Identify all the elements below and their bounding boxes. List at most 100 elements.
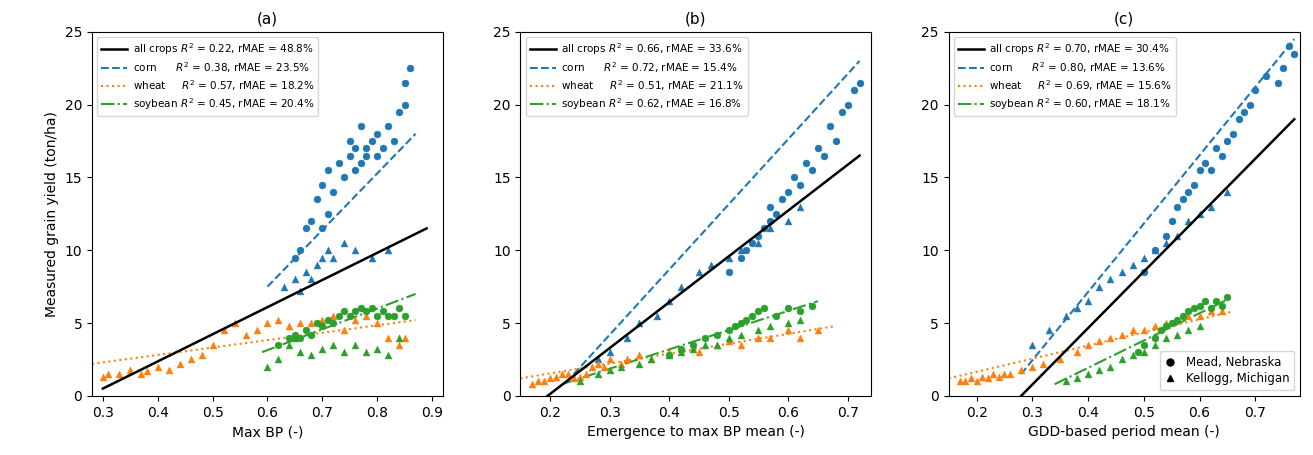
Point — [611, 360, 632, 368]
Point — [323, 341, 344, 349]
Point — [268, 356, 289, 363]
Point — [1167, 232, 1188, 239]
Point — [1128, 349, 1149, 356]
Point — [706, 341, 727, 349]
X-axis label: GDD-based period mean (-): GDD-based period mean (-) — [1028, 425, 1220, 439]
Point — [278, 334, 299, 341]
Point — [558, 370, 579, 378]
Point — [1123, 351, 1144, 359]
Point — [1133, 327, 1154, 334]
Point — [389, 108, 410, 116]
Point — [730, 341, 751, 349]
Point — [246, 327, 267, 334]
Point — [843, 86, 864, 94]
Point — [290, 247, 311, 254]
Point — [290, 334, 311, 341]
Point — [977, 375, 998, 382]
Point — [1167, 317, 1188, 324]
Point — [290, 349, 311, 356]
Point — [312, 317, 334, 324]
Point — [1123, 327, 1144, 334]
Point — [366, 319, 387, 327]
Point — [641, 356, 662, 363]
Point — [1088, 283, 1109, 290]
Point — [1239, 101, 1260, 108]
Point — [587, 370, 608, 378]
Point — [1022, 341, 1043, 349]
Title: (b): (b) — [685, 11, 706, 26]
Point — [312, 254, 334, 261]
Point — [1111, 268, 1132, 276]
Point — [334, 349, 355, 356]
Point — [328, 312, 349, 319]
Point — [983, 370, 1004, 378]
Point — [301, 351, 322, 359]
Point — [1195, 159, 1216, 167]
Point — [659, 351, 680, 359]
Point — [328, 159, 349, 167]
Point — [345, 341, 366, 349]
Point — [1234, 108, 1255, 116]
Point — [1133, 268, 1154, 276]
Point — [826, 137, 847, 145]
Point — [323, 254, 344, 261]
Point — [1145, 334, 1166, 341]
Point — [1066, 305, 1087, 312]
Point — [611, 363, 632, 370]
Point — [599, 366, 620, 373]
Point — [599, 356, 620, 363]
Point — [742, 239, 763, 247]
Point — [1078, 341, 1099, 349]
Point — [339, 312, 360, 319]
Point — [159, 366, 180, 373]
Point — [1078, 370, 1099, 378]
Point — [748, 239, 769, 247]
Point — [796, 159, 817, 167]
Point — [1173, 312, 1194, 319]
Point — [1133, 349, 1154, 356]
X-axis label: Max BP (-): Max BP (-) — [232, 425, 303, 439]
Point — [629, 351, 650, 359]
Point — [1049, 356, 1070, 363]
Legend: all crops $R^2$ = 0.22, rMAE = 48.8%, corn      $R^2$ = 0.38, rMAE = 23.5%, whea: all crops $R^2$ = 0.22, rMAE = 48.8%, co… — [97, 37, 318, 116]
Point — [1205, 145, 1226, 152]
Point — [334, 239, 355, 247]
Point — [1228, 116, 1249, 123]
Point — [119, 366, 140, 373]
Point — [961, 375, 982, 382]
Point — [351, 159, 372, 167]
Point — [551, 370, 572, 378]
Legend: Mead, Nebraska, Kellogg, Michigan: Mead, Nebraska, Kellogg, Michigan — [1159, 351, 1295, 390]
Point — [1100, 363, 1121, 370]
Point — [268, 317, 289, 324]
Point — [1155, 322, 1176, 329]
Point — [1100, 334, 1121, 341]
Point — [742, 312, 763, 319]
Point — [366, 346, 387, 353]
Point — [295, 268, 316, 276]
Point — [748, 327, 769, 334]
Point — [301, 217, 322, 225]
Point — [789, 317, 810, 324]
Point — [389, 334, 410, 341]
Point — [1145, 247, 1166, 254]
Point — [1284, 50, 1305, 57]
Point — [730, 319, 751, 327]
Point — [1022, 363, 1043, 370]
Point — [334, 174, 355, 181]
Point — [831, 108, 852, 116]
Point — [394, 312, 415, 319]
Point — [235, 331, 256, 339]
Point — [345, 308, 366, 315]
Point — [659, 298, 680, 305]
Point — [394, 334, 415, 341]
Point — [647, 312, 668, 319]
Point — [688, 268, 709, 276]
Point — [772, 196, 793, 203]
Point — [587, 356, 608, 363]
Point — [383, 137, 404, 145]
Point — [760, 334, 781, 341]
Point — [1145, 322, 1166, 329]
Point — [1145, 247, 1166, 254]
Point — [777, 217, 798, 225]
